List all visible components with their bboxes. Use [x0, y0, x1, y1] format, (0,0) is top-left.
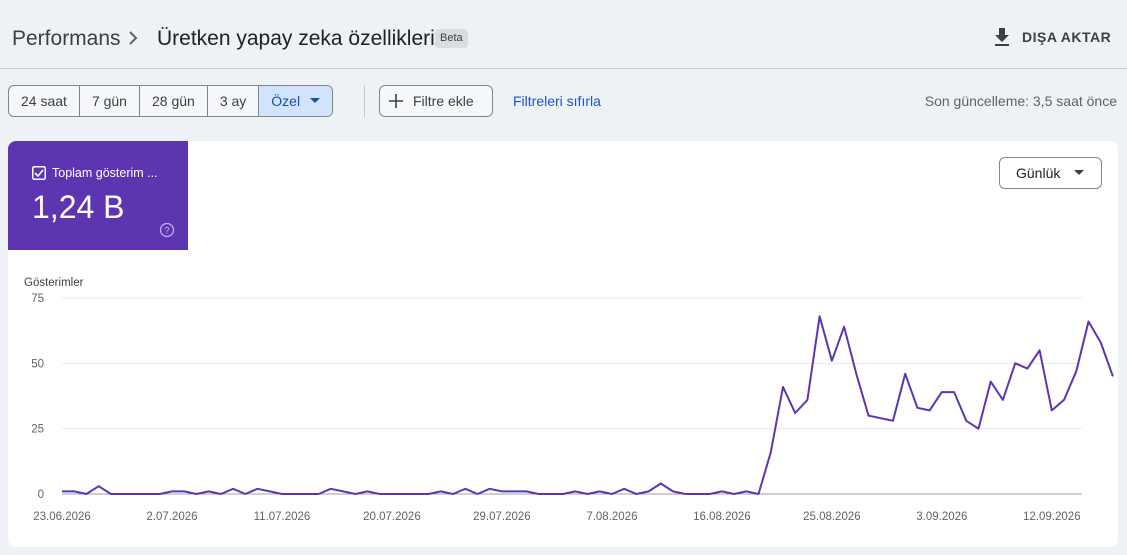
granularity-dropdown[interactable]: Günlük	[999, 157, 1102, 189]
x-tick-label: 12.09.2026	[1023, 511, 1081, 523]
date-range-selector: 24 saat 7 gün 28 gün 3 ay Özel	[8, 85, 334, 117]
y-axis-label: Gösterimler	[24, 277, 84, 289]
y-tick-label: 75	[31, 293, 44, 305]
x-tick-label: 20.07.2026	[363, 511, 421, 523]
y-tick-label: 50	[31, 358, 44, 370]
x-tick-label: 11.07.2026	[254, 511, 311, 523]
export-label: DIŞA AKTAR	[1022, 29, 1112, 45]
x-tick-label: 16.08.2026	[693, 511, 751, 523]
chevron-right-icon	[129, 31, 138, 45]
plus-icon	[389, 94, 403, 108]
x-tick-label: 2.07.2026	[146, 511, 197, 523]
granularity-label: Günlük	[1016, 165, 1061, 181]
x-tick-label: 3.09.2026	[916, 511, 967, 523]
range-28d-button[interactable]: 28 gün	[140, 86, 208, 116]
reset-filters-link[interactable]: Filtreleri sıfırla	[513, 93, 601, 109]
export-button[interactable]: DIŞA AKTAR	[992, 24, 1111, 50]
checkbox-checked-icon[interactable]	[32, 166, 46, 180]
performance-card: Gösterimler 0 25 50 75 23.06.2026 2.07.2026 11.…	[8, 141, 1118, 547]
impressions-series-line	[62, 315, 1114, 495]
page-title: Üretken yapay zeka özellikleri	[157, 27, 435, 50]
x-tick-label: 7.08.2026	[586, 511, 637, 523]
last-update-text: Son güncelleme: 3,5 saat önce	[924, 93, 1117, 109]
y-tick-label: 0	[38, 489, 44, 501]
total-impressions-tile[interactable]: Toplam gösterim ... 1,24 B ?	[8, 141, 188, 250]
x-tick-label: 25.08.2026	[803, 511, 861, 523]
metric-value: 1,24 B	[32, 189, 125, 225]
dropdown-arrow-icon	[1074, 170, 1085, 175]
download-icon	[995, 28, 1009, 46]
svg-text:?: ?	[164, 226, 169, 237]
range-3m-button[interactable]: 3 ay	[208, 86, 260, 116]
range-custom-label: Özel	[271, 93, 301, 109]
help-icon[interactable]: ?	[159, 222, 175, 238]
breadcrumb-performance[interactable]: Performans	[12, 27, 121, 50]
beta-badge: Beta	[435, 29, 468, 48]
add-filter-label: Filtre ekle	[413, 93, 474, 109]
y-tick-label: 25	[31, 424, 44, 436]
range-7d-button[interactable]: 7 gün	[80, 86, 140, 116]
toolbar-divider	[364, 85, 365, 117]
range-24h-button[interactable]: 24 saat	[9, 86, 80, 116]
metric-label: Toplam gösterim ...	[52, 166, 158, 180]
x-tick-label: 23.06.2026	[33, 511, 91, 523]
x-tick-label: 29.07.2026	[473, 511, 531, 523]
page-header: Performans Üretken yapay zeka özellikler…	[0, 0, 1127, 69]
range-custom-button[interactable]: Özel	[259, 86, 333, 116]
add-filter-button[interactable]: Filtre ekle	[379, 85, 493, 117]
impressions-chart: Gösterimler 0 25 50 75 23.06.2026 2.07.2026 11.…	[24, 277, 1114, 523]
dropdown-arrow-icon	[310, 98, 321, 103]
